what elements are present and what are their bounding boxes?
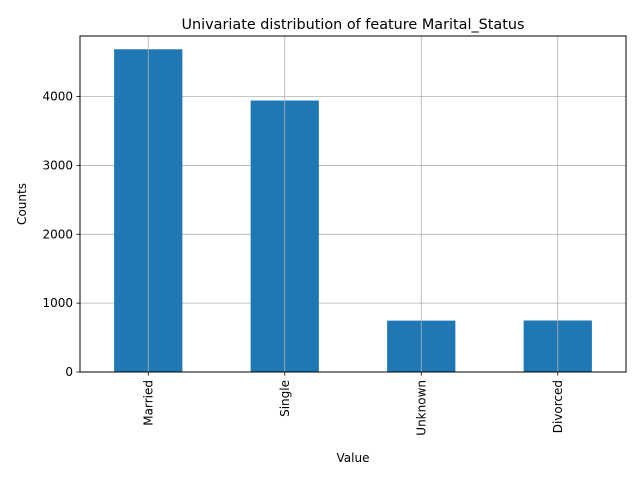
chart-title: Univariate distribution of feature Marit… <box>181 17 524 33</box>
y-tick-label: 3000 <box>42 158 73 172</box>
x-axis-label: Value <box>337 451 370 465</box>
x-tick-label: Divorced <box>551 380 565 433</box>
x-tick-label: Married <box>141 380 155 426</box>
y-axis-ticks: 0 1000 2000 3000 4000 <box>42 90 80 379</box>
y-tick-label: 0 <box>65 365 73 379</box>
y-tick-label: 4000 <box>42 90 73 104</box>
grid-lines-overlay <box>147 36 559 372</box>
x-axis-ticks: Married Single Unknown Divorced <box>141 372 565 436</box>
x-tick-label: Unknown <box>414 380 428 436</box>
x-tick-label: Single <box>278 380 292 417</box>
y-axis-label: Counts <box>15 183 29 225</box>
y-tick-label: 1000 <box>42 296 73 310</box>
y-tick-label: 2000 <box>42 227 73 241</box>
plot-frame <box>79 35 627 373</box>
bars <box>114 49 592 373</box>
